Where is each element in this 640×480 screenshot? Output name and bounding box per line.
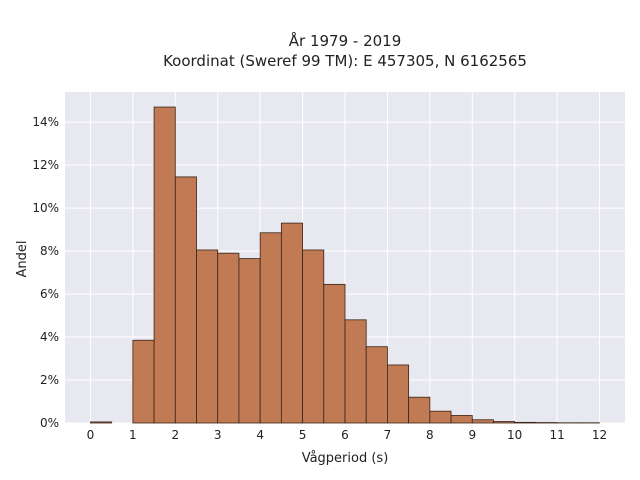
y-tick-label: 6%	[40, 287, 59, 301]
histogram-bar	[90, 421, 113, 424]
x-tick-label: 7	[384, 428, 392, 442]
histogram-bar	[302, 249, 325, 424]
x-tick-label: 2	[171, 428, 179, 442]
x-tick-label: 8	[426, 428, 434, 442]
histogram-bar	[429, 410, 452, 424]
histogram-bar	[387, 364, 410, 424]
y-tick-label: 10%	[32, 201, 59, 215]
x-tick-label: 1	[129, 428, 137, 442]
x-tick-label: 3	[214, 428, 222, 442]
histogram-bar	[323, 283, 346, 424]
histogram-bar	[471, 419, 494, 424]
y-axis-label: Andel	[15, 241, 30, 278]
x-tick-label: 12	[592, 428, 607, 442]
y-tick-label: 14%	[32, 115, 59, 129]
x-tick-label: 0	[87, 428, 95, 442]
y-tick-label: 8%	[40, 244, 59, 258]
histogram-bar	[238, 258, 261, 424]
y-tick-label: 12%	[32, 158, 59, 172]
x-tick-label: 6	[341, 428, 349, 442]
y-tick-label: 0%	[40, 416, 59, 430]
histogram-bar	[217, 252, 240, 424]
x-tick-label: 10	[507, 428, 522, 442]
x-tick-label: 9	[468, 428, 476, 442]
histogram-bar	[132, 339, 155, 424]
y-tick-label: 2%	[40, 373, 59, 387]
x-axis-ticks: 0 1 2 3 4 5 6 7 8 9 10 11 12	[87, 428, 608, 442]
chart-title: År 1979 - 2019	[289, 31, 402, 50]
histogram-bar	[344, 319, 367, 424]
histogram-bar	[196, 249, 219, 424]
histogram-bar	[365, 346, 388, 424]
histogram-bar	[493, 421, 516, 424]
histogram-bar	[259, 232, 282, 424]
x-tick-label: 11	[549, 428, 564, 442]
chart-subtitle: Koordinat (Sweref 99 TM): E 457305, N 61…	[163, 52, 527, 70]
x-axis-label: Vågperiod (s)	[302, 451, 389, 466]
histogram-bar	[408, 396, 431, 424]
histogram-bars	[90, 106, 600, 424]
x-tick-label: 4	[256, 428, 264, 442]
histogram-bar	[450, 415, 473, 424]
histogram-bar	[514, 421, 537, 424]
x-tick-label: 5	[299, 428, 307, 442]
histogram-bar	[153, 106, 176, 424]
y-axis-ticks: 0% 2% 4% 6% 8% 10% 12% 14%	[32, 115, 59, 430]
histogram-bar	[280, 222, 303, 424]
y-tick-label: 4%	[40, 330, 59, 344]
histogram-bar	[174, 176, 197, 424]
